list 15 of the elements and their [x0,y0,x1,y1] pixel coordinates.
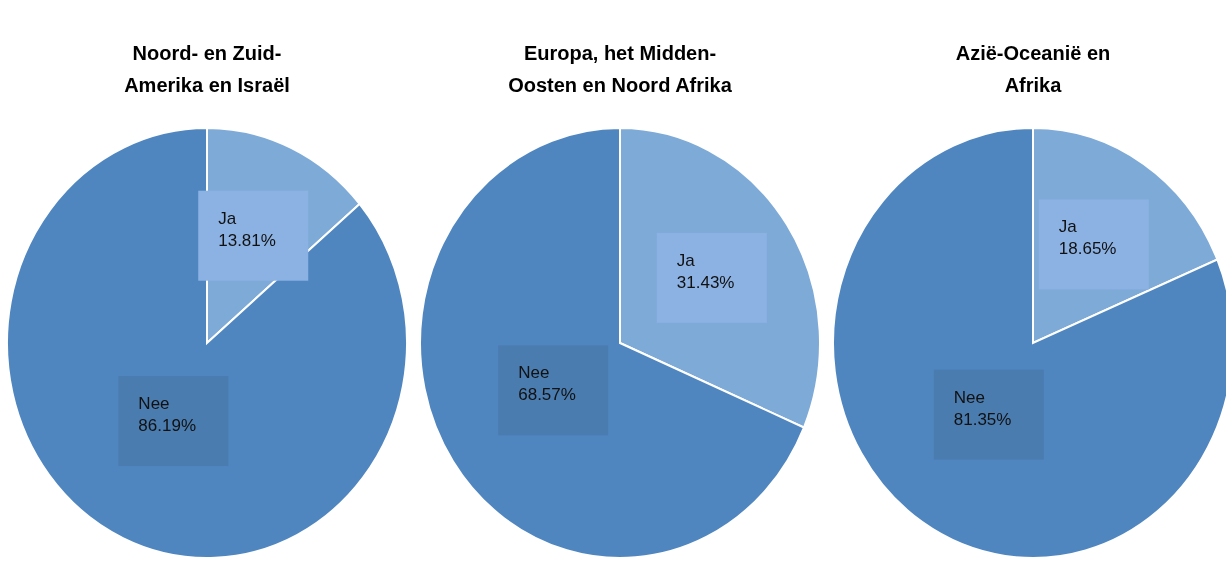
slice-label: Ja [218,208,237,228]
slice-label: Nee [953,387,985,407]
data-label: 13.81% [218,230,276,250]
slice-label: Ja [676,250,696,270]
data-label: 81.35% [953,409,1012,429]
chart-title: Europa, het Midden-Oosten en Noord Afrika [508,42,733,96]
data-label: 31.43% [676,272,735,292]
data-label: 18.65% [1058,239,1117,259]
chart-title: Azië-Oceanië en Afrika [955,42,1111,96]
slice-label: Nee [518,363,550,383]
data-label: 86.19% [138,416,197,436]
chart-title: Noord- en Zuid-Amerika en Israël [124,42,290,96]
slice-label: Ja [1058,217,1078,237]
data-label: 68.57% [518,385,576,405]
slice-label: Nee [138,394,170,414]
